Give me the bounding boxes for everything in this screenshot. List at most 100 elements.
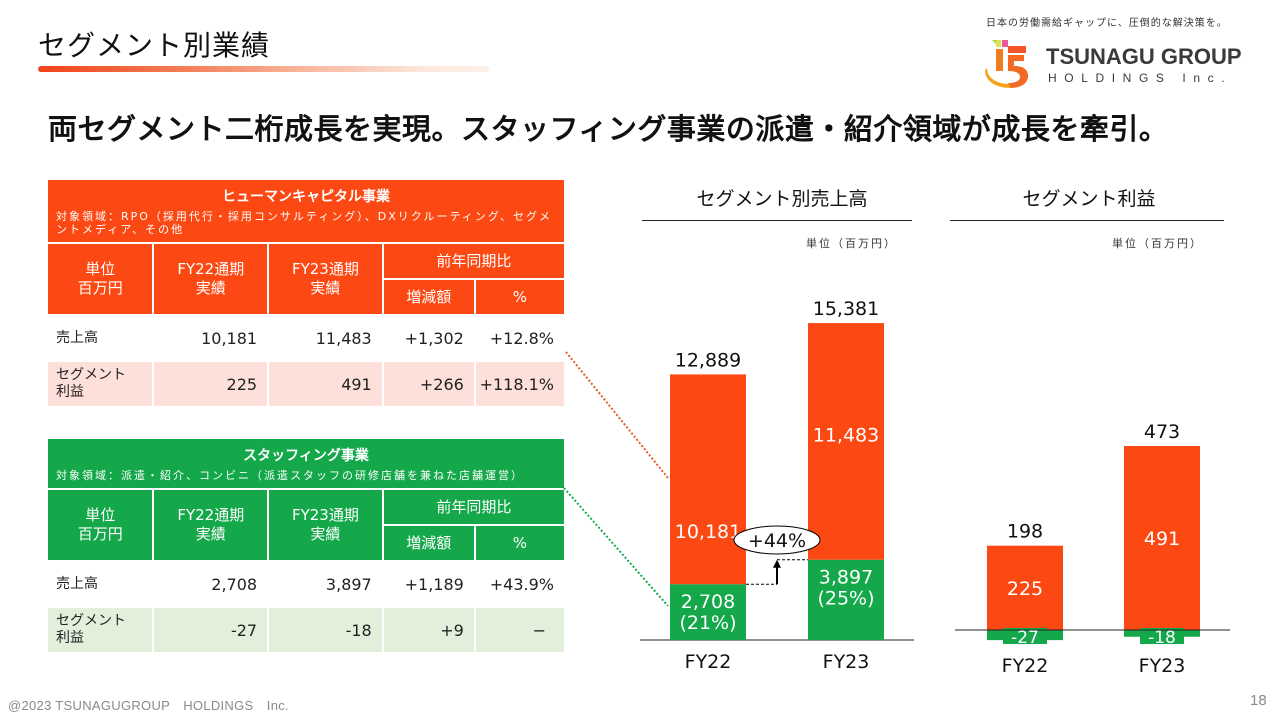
cell-fy23: 491 [269,362,382,406]
annotation-arrow-head-icon [773,559,781,568]
cell-pct: +12.8% [489,328,554,348]
row-label-line1: セグメント [56,367,126,383]
header-fy22: FY22通期 実績 [154,244,268,314]
cell-diff: +266 [383,362,474,406]
header-unit-line1: 単位 [85,506,116,524]
header-unit: 単位 百万円 [48,490,153,560]
profit-chart-title-rule [950,220,1224,221]
sales-chart: 2,708(21%) 10,181 12,889 FY22 3,897(25%) 11,4… [640,298,914,673]
sales-chart-unit: 単位（百万円） [806,237,897,250]
header-fy22: FY22通期 実績 [154,490,268,560]
tsunagu-logo-mark-icon [985,40,1028,88]
cell-fy23: -18 [269,608,382,652]
header-fy22-line1: FY22通期 [177,260,245,278]
segment-name: ヒューマンキャピタル事業 [222,189,390,205]
bar-label-staffing: 3,897 [819,567,873,589]
x-tick-label: FY22 [685,651,732,673]
cell-diff: +1,302 [404,328,464,348]
profit-chart: -27 225 198 FY22 -18 491 473 FY23 [955,421,1230,677]
header-unit-line2: 百万円 [77,525,123,543]
header-fy23-line1: FY23通期 [291,506,359,524]
table-row-sales: 売上高 2,708 3,897 +1,189 +43.9% [48,562,564,606]
header-pct: % [475,280,564,314]
page-number: 18 [1250,692,1267,709]
segment-description: 対象領域：RPO（採用代行・採用コンサルティング）、DXリクルーティング、セグメ… [56,210,553,236]
profit-chart-unit: 単位（百万円） [1112,237,1203,250]
header-fy22-line2: 実績 [195,525,226,543]
cell-fy22: 10,181 [201,328,258,348]
row-label-line1: セグメント [56,613,126,629]
sales-chart-title: セグメント別売上高 [696,188,868,210]
segment-description: 対象領域：派遣・紹介、コンビニ（派遣スタッフの研修店舗を兼ねた店舗運営） [56,469,524,482]
bar-staffing-fy23 [808,559,884,640]
segment-name: スタッフィング事業 [243,448,369,464]
header-fy22-line1: FY22通期 [177,506,245,524]
bar-human-capital-profit-fy22 [987,545,1063,630]
row-label: 売上高 [56,575,98,592]
header-diff: 増減額 [383,280,474,314]
bar-label-human-capital-profit: 491 [1144,528,1180,550]
x-tick-label: FY23 [823,651,870,673]
bar-total-label: 15,381 [813,298,879,320]
slide-title: セグメント別業績 [38,29,271,62]
header-fy22-line2: 実績 [195,279,226,297]
brand-tagline: 日本の労働需給ギャップに、圧倒的な解決策を。 [986,18,1228,29]
cell-fy22: 2,708 [211,574,258,594]
bar-staffing-profit-fy22 [987,630,1063,641]
brand-sub: HOLDINGS Inc. [1048,71,1233,85]
copyright: @2023 TSUNAGUGROUP HOLDINGS Inc. [8,698,289,713]
header-diff: 増減額 [383,526,474,560]
row-label: セグメント 利益 [48,608,153,652]
header-fy23-line2: 実績 [310,279,341,297]
segment-header: ヒューマンキャピタル事業 対象領域：RPO（採用代行・採用コンサルティング）、D… [48,180,564,242]
bar-label-staffing: 2,708 [681,591,735,613]
table-row-profit: セグメント 利益 -27 -18 +9 − [48,608,564,652]
headline: 両セグメント二桁成長を実現。スタッフィング事業の派遣・紹介領域が成長を牽引。 [48,112,1169,146]
row-label-line2: 利益 [56,630,84,646]
bar-label-human-capital-profit: 225 [1007,578,1043,600]
header-fy23: FY23通期 実績 [269,244,382,314]
bar-label-human-capital: 10,181 [675,521,741,543]
cell-fy22: -27 [154,608,268,652]
segment-header: スタッフィング事業 対象領域：派遣・紹介、コンビニ（派遣スタッフの研修店舗を兼ね… [48,439,564,488]
header-fy23: FY23通期 実績 [269,490,382,560]
row-label: 売上高 [56,329,98,346]
cell-diff: +1,189 [404,574,464,594]
cell-diff: +9 [383,608,474,652]
title-underline [38,66,490,72]
bar-staffing-fy22 [670,584,746,640]
x-tick-label: FY23 [1139,655,1186,677]
cell-fy23: 11,483 [315,328,372,348]
row-label: セグメント 利益 [48,362,153,406]
annotation-bubble [733,525,821,555]
staffing-table: スタッフィング事業 対象領域：派遣・紹介、コンビニ（派遣スタッフの研修店舗を兼ね… [46,437,566,654]
bar-label-bg-staffing-profit [1140,628,1184,644]
cell-pct: +43.9% [489,574,554,594]
header-fy23-line2: 実績 [310,525,341,543]
header-unit-line2: 百万円 [77,279,123,297]
table-row-sales: 売上高 10,181 11,483 +1,302 +12.8% [48,316,564,360]
connector-human-capital [565,351,669,479]
header-fy23-line1: FY23通期 [291,260,359,278]
bar-staffing-profit-fy23 [1124,630,1200,637]
cell-fy22: 225 [154,362,268,406]
human-capital-table: ヒューマンキャピタル事業 対象領域：RPO（採用代行・採用コンサルティング）、D… [46,178,566,408]
bar-label-staffing-profit: -18 [1148,628,1176,648]
bar-label-bg-staffing-profit [1003,628,1047,644]
sales-chart-title-rule [642,220,912,221]
connector-staffing [563,487,669,607]
bar-label-staffing-share: (25%) [817,588,874,610]
bar-total-label: 473 [1144,421,1180,443]
bar-human-capital-fy22 [670,374,746,585]
annotation-label: +44% [748,530,806,552]
header-pct: % [475,526,564,560]
header-unit-line1: 単位 [85,260,116,278]
connector-lines [563,351,669,607]
header-yoy: 前年同期比 [383,244,564,278]
cell-pct: +118.1% [475,362,564,406]
profit-chart-title: セグメント利益 [1022,188,1156,210]
bar-human-capital-fy23 [808,323,884,560]
brand-name: TSUNAGU GROUP [1046,44,1242,69]
bar-total-label: 198 [1007,521,1043,543]
bar-human-capital-profit-fy23 [1124,446,1200,630]
